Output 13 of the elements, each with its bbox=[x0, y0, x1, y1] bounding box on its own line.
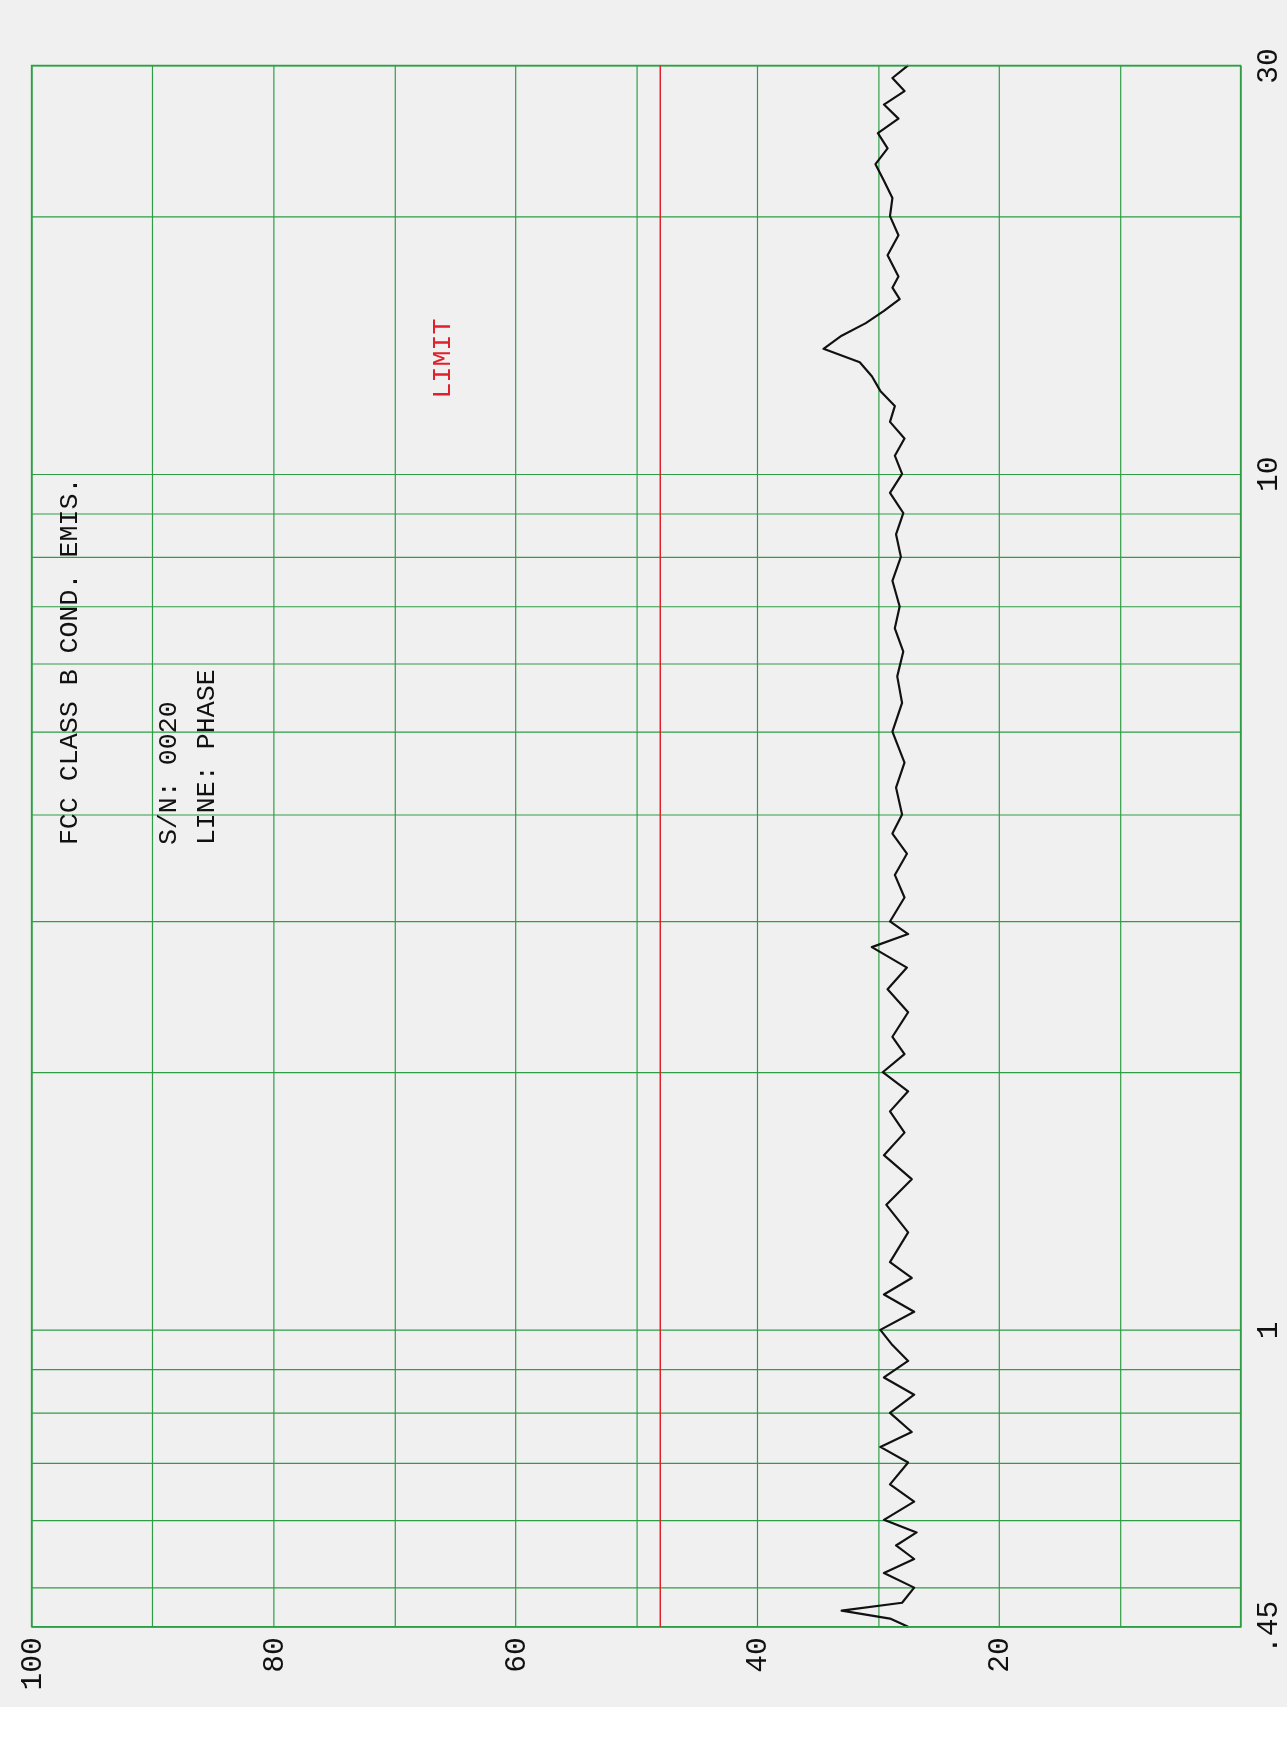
annotation: LINE: PHASE bbox=[192, 669, 223, 846]
annotation: S/N: 0020 bbox=[153, 701, 184, 846]
x-tick-label: 80 bbox=[257, 1637, 292, 1673]
y-tick-label: 30 bbox=[1251, 48, 1286, 84]
y-tick-label: 10 bbox=[1251, 456, 1286, 493]
x-tick-label: 60 bbox=[499, 1637, 534, 1673]
text: FCC CLASS B COND. EMIS. bbox=[54, 477, 85, 846]
x-tick-label: 20 bbox=[983, 1637, 1018, 1673]
y-tick-label: 1 bbox=[1251, 1321, 1286, 1340]
x-tick-label: 40 bbox=[741, 1637, 776, 1673]
x-tick-label: 100 bbox=[15, 1637, 50, 1691]
ref-line-label: LIMIT bbox=[428, 318, 459, 399]
y-tick-label: .45 bbox=[1251, 1600, 1286, 1654]
